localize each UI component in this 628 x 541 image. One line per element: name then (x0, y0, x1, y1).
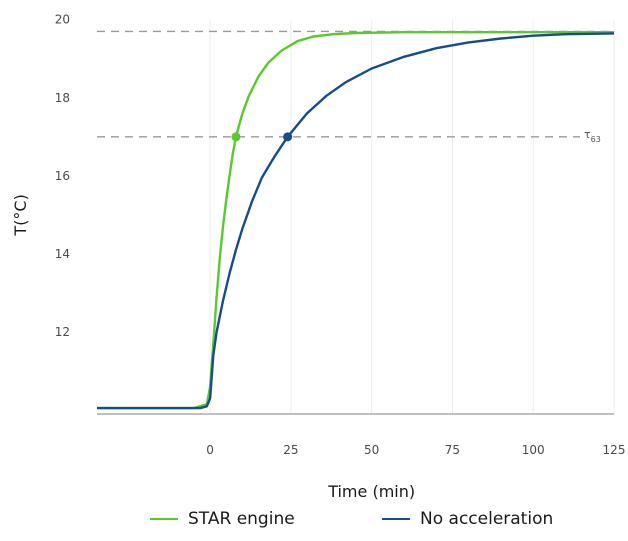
y-tick-label: 14 (55, 247, 70, 261)
series-line-star-engine (97, 31, 614, 410)
legend: STAR engine No acceleration (0, 509, 628, 539)
y-tick-label: 20 (55, 13, 70, 27)
x-tick-label: 75 (445, 443, 460, 457)
tau-symbol: τ (584, 128, 591, 141)
tau-subscript: 63 (591, 135, 601, 144)
series-line-no-acceleration (97, 32, 615, 410)
legend-label-star-engine: STAR engine (188, 509, 295, 529)
x-axis-title: Time (min) (327, 482, 415, 501)
x-tick-labels: 0 25 50 75 100 125 (206, 443, 625, 457)
legend-label-no-acceleration: No acceleration (420, 509, 554, 529)
marker-no-acceleration (283, 132, 293, 142)
series-lines (97, 31, 615, 410)
y-tick-labels: 12 14 16 18 20 (55, 13, 70, 339)
grid (209, 20, 615, 414)
legend-item-no-acceleration: No acceleration (382, 509, 553, 529)
legend-item-star-engine: STAR engine (150, 509, 295, 529)
legend-swatch-no-acceleration (382, 518, 410, 520)
x-tick-label: 25 (283, 443, 298, 457)
x-tick-label: 50 (364, 443, 379, 457)
legend-swatch-star-engine (150, 518, 178, 520)
x-tick-label: 0 (206, 443, 214, 457)
tau63-label: τ63 (584, 128, 601, 144)
reference-lines (97, 30, 614, 138)
y-tick-label: 16 (55, 169, 70, 183)
x-tick-label: 100 (522, 443, 545, 457)
y-tick-label: 18 (55, 91, 70, 105)
y-axis-title: T(°C) (11, 194, 30, 236)
y-tick-label: 12 (55, 325, 70, 339)
x-tick-label: 125 (603, 443, 626, 457)
marker-star-engine (231, 132, 241, 142)
markers (231, 132, 293, 142)
